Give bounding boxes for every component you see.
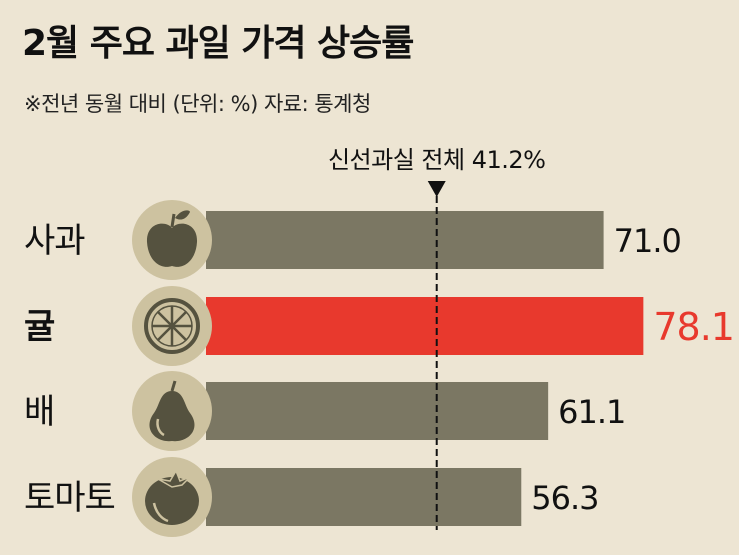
bar-pear [206,382,549,440]
chart-subtitle: ※전년 동월 대비 (단위: %) 자료: 통계청 [24,92,371,116]
category-label: 사과 [24,221,85,261]
reference-label: 신선과실 전체 41.2% [328,146,545,174]
category-label: 배 [24,392,54,432]
value-label: 56.3 [531,479,598,517]
value-label: 71.0 [614,222,681,260]
tomato-icon [132,457,212,537]
bar-apple [206,211,604,269]
chart-title: 2월 주요 과일 가격 상승률 [22,23,414,64]
bar-tomato [206,468,522,526]
category-label: 귤 [24,307,55,347]
orange-slice-icon [132,286,212,366]
apple-icon [132,200,212,280]
reference-marker-icon [427,181,446,197]
category-label: 토마토 [24,478,115,518]
pear-icon [132,371,212,451]
value-label: 61.1 [558,393,625,431]
bar-orange-slice [206,297,644,355]
value-label: 78.1 [653,305,734,349]
